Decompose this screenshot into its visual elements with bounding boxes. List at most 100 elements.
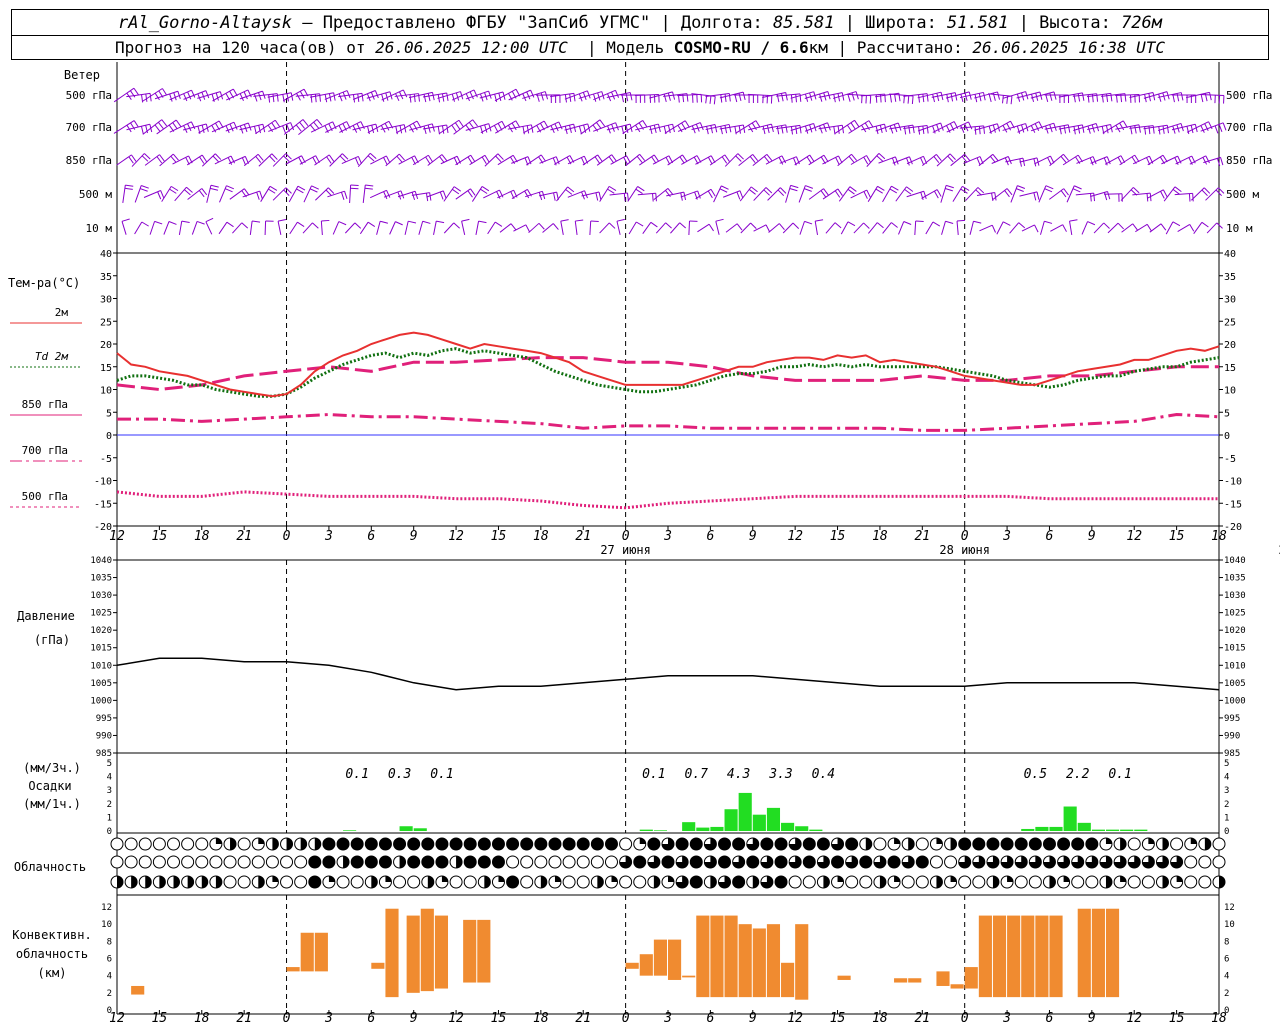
wind-barb — [397, 190, 416, 198]
cloud-symbol-fill — [732, 838, 745, 850]
wind-barb — [639, 154, 655, 166]
wind-barb-feather — [569, 93, 572, 102]
pres-tick-left: 1025 — [90, 609, 112, 619]
wind-barb-feather — [721, 156, 728, 164]
cloud-symbol-fill — [1049, 876, 1056, 888]
wind-barb-feather — [820, 190, 827, 198]
hour-label-bottom: 18 — [533, 1011, 549, 1024]
cloud-symbol — [845, 875, 859, 889]
conv-tick-right: 10 — [1224, 920, 1235, 930]
hour-label-mid: 15 — [830, 529, 846, 544]
wind-level-label-right: 850 гПа — [1226, 154, 1272, 167]
wind-barb — [320, 220, 323, 236]
wind-barb-feather — [1148, 126, 1151, 135]
cloud-symbol-fill — [992, 876, 999, 888]
cloud-symbol-fill — [746, 838, 759, 850]
temp-tick-right: 0 — [1224, 431, 1230, 442]
wind-barb-feather — [932, 125, 936, 134]
cloud-symbol — [138, 855, 152, 869]
conv-tick-left: 4 — [107, 972, 112, 982]
wind-barb-feather — [1016, 125, 1021, 134]
wind-barb-feather — [573, 123, 577, 133]
wind-barb-feather — [229, 123, 234, 132]
precip-bar — [696, 827, 710, 831]
wind-barb-feather — [735, 155, 742, 162]
wind-barb — [277, 221, 282, 235]
wind-barb-feather — [974, 94, 978, 103]
wind-barb-feather — [1060, 190, 1067, 198]
wind-barb-feather — [1203, 187, 1211, 194]
wind-barb-feather — [269, 185, 278, 191]
hour-label-mid: 18 — [872, 529, 888, 544]
wind-barb-feather — [451, 93, 456, 102]
cloud-symbol-fill — [548, 838, 561, 850]
wind-barb-feather — [789, 187, 798, 192]
wind-barb-feather — [679, 156, 685, 164]
hour-label-bottom: 21 — [236, 1011, 252, 1024]
wind-barb-feather — [429, 192, 432, 201]
wind-barb — [283, 119, 304, 135]
wind-barb — [1049, 153, 1064, 167]
wind-barb-feather — [1103, 192, 1108, 201]
wind-barb — [550, 123, 574, 131]
cloud-symbol-fill — [611, 876, 618, 882]
wind-barb-feather — [738, 125, 741, 134]
wind-barb-feather — [370, 91, 375, 100]
wind-barb-feather — [653, 125, 657, 134]
wind-barb-feather — [413, 94, 416, 103]
wind-barb-feather — [384, 123, 390, 131]
wind-barb-feather — [950, 93, 954, 102]
wind-barb — [625, 153, 640, 167]
hour-label-mid: 6 — [706, 529, 714, 544]
wind-barb — [183, 90, 207, 100]
wind-barb — [172, 155, 189, 165]
wind-barb — [523, 120, 545, 134]
wind-barb-feather — [1201, 189, 1208, 197]
precip-bar — [343, 830, 357, 831]
conv-bar — [131, 985, 145, 995]
cloud-symbol-fill — [760, 876, 773, 889]
cloud-symbol — [251, 855, 265, 869]
wind-barb-feather — [1006, 122, 1012, 131]
wind-barb-feather — [926, 93, 929, 102]
hour-label-mid: 12 — [1126, 529, 1142, 544]
wind-barb-feather — [398, 153, 405, 161]
precip-bar — [653, 830, 667, 831]
wind-barb — [141, 88, 163, 102]
conv-tick-right: 8 — [1224, 937, 1229, 947]
wind-barb — [452, 89, 475, 101]
hour-label-mid: 15 — [152, 529, 168, 544]
cloud-symbol-fill — [286, 838, 293, 850]
temp-tick-right: 15 — [1224, 363, 1236, 374]
wind-barb-feather — [848, 156, 855, 163]
wind-barb-feather — [341, 153, 349, 160]
wind-barb-feather — [427, 154, 434, 163]
series-pressure — [116, 657, 1220, 691]
wind-barb-feather — [1192, 193, 1194, 202]
wind-barb-feather — [667, 125, 671, 134]
hour-label-bottom: 18 — [194, 1011, 210, 1024]
temp-tick-left: 40 — [100, 249, 112, 260]
pres-tick-left: 1030 — [90, 591, 112, 601]
wind-barb — [804, 122, 828, 132]
wind-barb-feather — [126, 124, 132, 133]
pres-tick-right: 985 — [1224, 749, 1240, 759]
wind-barb-feather — [721, 185, 729, 190]
wind-barb — [724, 153, 739, 167]
wind-barb — [861, 123, 885, 131]
wind-barb-feather — [538, 192, 543, 201]
wind-barb — [298, 119, 318, 135]
wind-barb-feather — [1202, 157, 1208, 165]
wind-barb — [1069, 221, 1073, 235]
wind-barb-feather — [467, 156, 473, 164]
wind-barb — [352, 90, 376, 100]
wind-barb-feather — [780, 93, 784, 102]
wind-barb-feather — [282, 125, 287, 134]
wind-barb — [1132, 192, 1151, 196]
wind-barb-feather — [1215, 189, 1223, 197]
cloud-symbol-fill — [1219, 876, 1225, 888]
wind-barb-feather — [461, 218, 470, 222]
wind-barb-feather — [125, 184, 134, 187]
wind-barb-feather — [823, 154, 829, 163]
wind-barb-feather — [682, 154, 688, 162]
